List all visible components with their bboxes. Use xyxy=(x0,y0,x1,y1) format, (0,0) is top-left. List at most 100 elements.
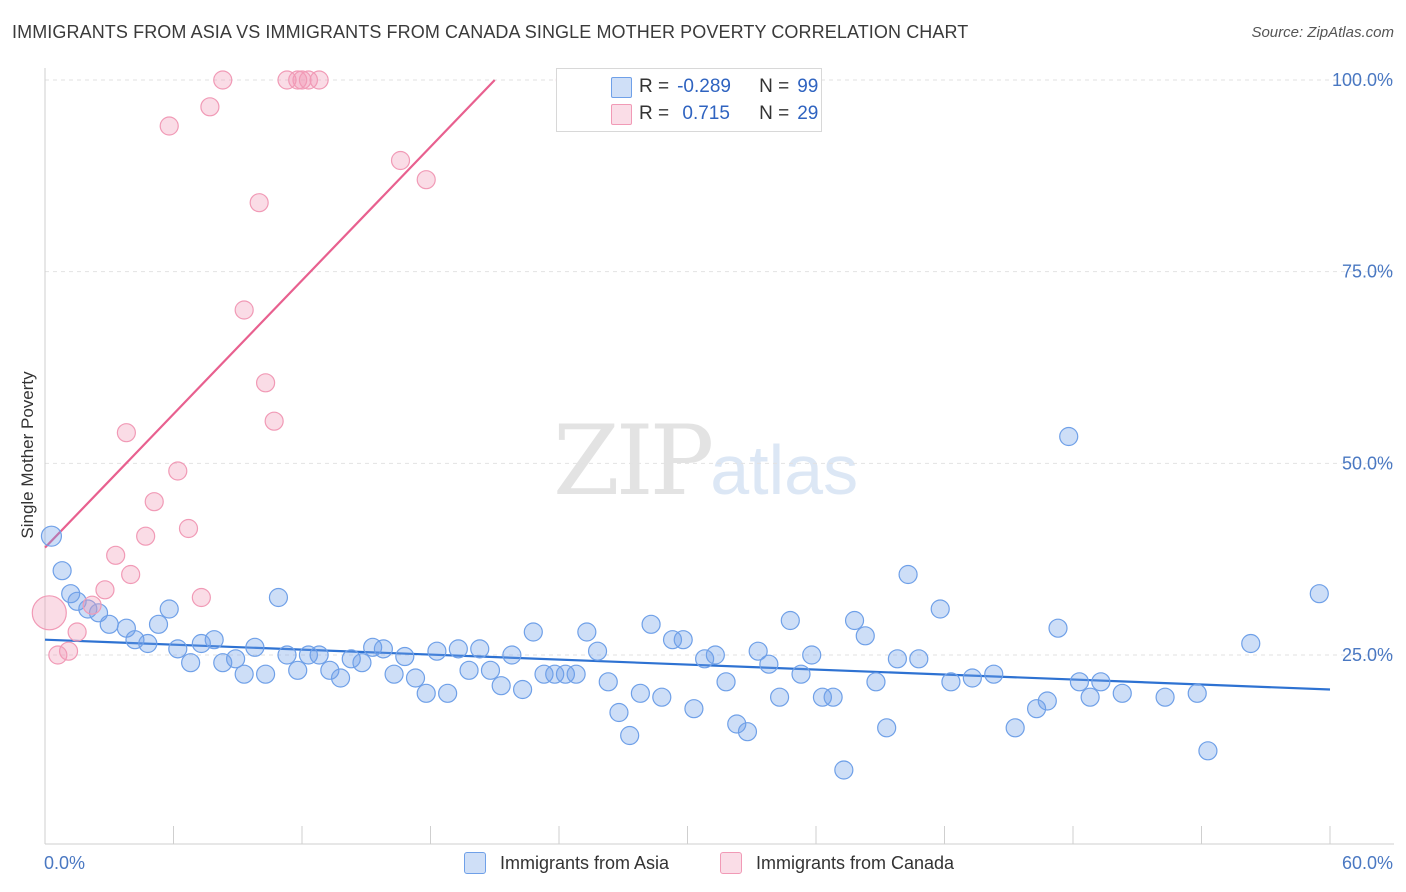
point-canada xyxy=(288,70,308,90)
point-asia xyxy=(545,664,565,684)
point-asia xyxy=(844,610,865,631)
point-asia xyxy=(309,645,329,665)
point-asia xyxy=(652,687,672,707)
point-asia xyxy=(320,660,340,680)
point-canada xyxy=(178,518,199,539)
watermark-atlas: atlas xyxy=(710,431,859,509)
legend-canada-r-label: R = xyxy=(639,103,670,124)
point-asia xyxy=(168,639,188,659)
point-canada xyxy=(82,595,102,615)
legend-label-asia: Immigrants from Asia xyxy=(500,852,670,873)
point-canada xyxy=(58,641,79,661)
point-canada xyxy=(67,622,87,642)
point-asia xyxy=(534,664,554,684)
point-canada xyxy=(234,300,254,320)
point-canada xyxy=(264,411,284,431)
legend-row-asia: R = -0.289 N = 99 xyxy=(583,74,818,100)
legend-canada-n-value: 29 xyxy=(797,103,819,124)
point-canada xyxy=(277,70,297,90)
point-asia xyxy=(298,645,319,665)
point-asia xyxy=(1155,687,1175,707)
point-asia xyxy=(769,687,790,707)
legend-asia-r-label: R = xyxy=(639,76,670,97)
point-asia xyxy=(405,668,426,688)
point-asia xyxy=(352,653,372,673)
point-canada xyxy=(136,526,156,546)
legend-asia-n-label: N = xyxy=(759,76,790,97)
point-asia xyxy=(1112,683,1132,703)
point-asia xyxy=(695,649,715,669)
point-asia xyxy=(234,664,254,684)
tick-labels: 25.0% 50.0% 75.0% 100.0% 0.0% 60.0% xyxy=(44,70,1393,873)
point-asia xyxy=(148,614,169,634)
legend-canada-n-label: N = xyxy=(759,103,790,124)
point-asia xyxy=(780,610,800,631)
point-asia xyxy=(716,672,736,692)
point-asia xyxy=(941,672,961,692)
point-asia xyxy=(855,626,875,646)
point-canada xyxy=(292,70,312,90)
data-points xyxy=(31,70,1329,780)
point-asia xyxy=(523,622,543,642)
point-asia xyxy=(705,645,725,665)
point-asia xyxy=(620,725,640,746)
point-canada xyxy=(121,564,141,585)
point-asia xyxy=(577,622,597,642)
point-asia xyxy=(566,664,586,684)
point-canada xyxy=(144,492,164,512)
y-tick-label: 100.0% xyxy=(1332,70,1393,90)
point-asia xyxy=(480,660,501,680)
legend-swatch-asia xyxy=(611,76,632,98)
point-asia xyxy=(1005,718,1025,738)
point-canada xyxy=(48,645,68,665)
point-asia xyxy=(226,649,246,669)
point-canada xyxy=(298,70,319,90)
point-asia xyxy=(427,641,447,661)
point-asia xyxy=(898,564,918,585)
point-asia xyxy=(438,683,458,703)
point-canada xyxy=(159,116,179,136)
point-canada xyxy=(31,595,67,631)
legend-swatch-canada xyxy=(611,103,632,125)
point-asia xyxy=(395,646,415,667)
legend-canada-r-value: 0.715 xyxy=(677,103,730,124)
point-asia xyxy=(40,525,63,547)
point-canada xyxy=(168,461,188,481)
point-canada xyxy=(249,193,269,213)
legend-item-asia: Immigrants from Asia xyxy=(464,852,669,874)
source-credit: Source: ZipAtlas.com xyxy=(1251,24,1394,41)
trend-lines xyxy=(44,79,1331,691)
legend-label-canada: Immigrants from Canada xyxy=(756,852,955,873)
point-asia xyxy=(587,641,608,661)
point-asia xyxy=(727,714,747,734)
point-asia xyxy=(609,702,629,723)
point-asia xyxy=(245,637,265,657)
point-asia xyxy=(512,679,533,700)
legend-row-canada: R = 0.715 N = 29 xyxy=(583,101,818,127)
x-tick-label: 60.0% xyxy=(1342,853,1393,873)
point-asia xyxy=(330,668,351,688)
point-canada xyxy=(95,580,115,600)
point-canada xyxy=(416,170,436,190)
legend-swatch-asia-bottom xyxy=(464,852,486,874)
trend-line-asia xyxy=(44,638,1331,691)
point-asia xyxy=(1241,633,1261,654)
point-asia xyxy=(834,760,854,780)
y-tick-label: 25.0% xyxy=(1342,645,1393,665)
point-canada xyxy=(200,97,220,117)
point-asia xyxy=(662,630,683,650)
correlation-legend: R = -0.289 N = 99 R = 0.715 N = 29 xyxy=(556,68,822,132)
point-asia xyxy=(823,687,843,707)
point-asia xyxy=(138,633,158,654)
point-asia xyxy=(288,660,308,680)
point-asia xyxy=(373,639,393,659)
point-asia xyxy=(213,653,233,673)
y-tick-label: 75.0% xyxy=(1342,262,1393,282)
series-legend: Immigrants from Asia Immigrants from Can… xyxy=(0,852,1406,878)
point-asia xyxy=(1080,687,1100,707)
point-asia xyxy=(930,599,950,619)
point-asia xyxy=(759,654,779,674)
point-asia xyxy=(52,561,72,581)
axes xyxy=(44,68,1394,845)
